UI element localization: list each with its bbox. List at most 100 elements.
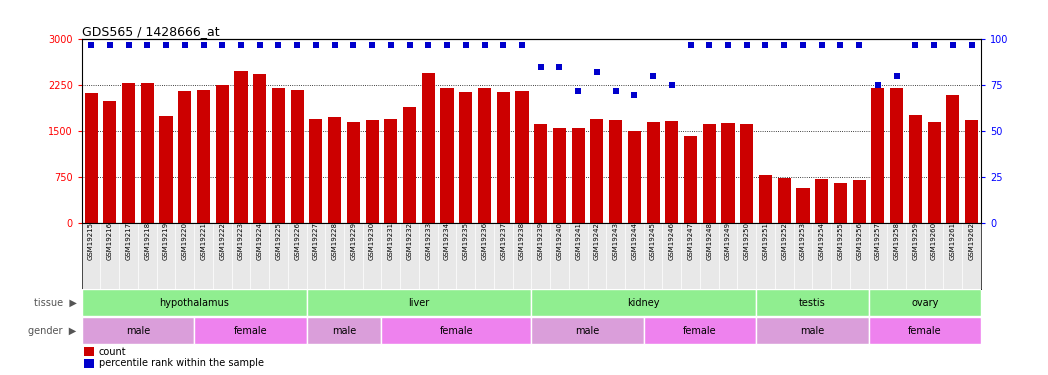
Point (907, 42, 923, 48)
Text: male: male (801, 326, 825, 336)
Point (514, 42, 530, 48)
Bar (778, 178, 791, 223)
Point (870, 82, 887, 88)
Point (589, 69, 606, 75)
Text: female: female (234, 326, 267, 336)
Bar (254, 74, 266, 223)
Text: female: female (683, 326, 717, 336)
Point (102, 42, 118, 48)
Bar (459, 92, 473, 223)
Bar (534, 124, 547, 223)
Point (457, 42, 474, 48)
Point (364, 42, 380, 48)
Bar (84, 359, 94, 368)
Bar (140, 83, 154, 223)
Text: tissue  ▶: tissue ▶ (34, 298, 77, 308)
Text: female: female (908, 326, 941, 336)
Bar (571, 128, 585, 223)
Bar (385, 119, 397, 223)
Bar (909, 116, 922, 223)
Point (682, 42, 699, 48)
Point (925, 42, 942, 48)
Point (645, 73, 661, 79)
Bar (381, 317, 531, 344)
Bar (759, 176, 772, 223)
Bar (82, 317, 194, 344)
Point (383, 42, 399, 48)
Point (889, 73, 905, 79)
Bar (531, 290, 757, 316)
Point (532, 64, 549, 70)
Bar (478, 88, 492, 223)
Bar (104, 100, 116, 223)
Bar (516, 91, 528, 223)
Bar (757, 290, 869, 316)
Bar (834, 183, 847, 223)
Bar (421, 73, 435, 223)
Text: female: female (439, 326, 474, 336)
Bar (178, 92, 192, 223)
Bar (497, 92, 509, 223)
Point (476, 42, 493, 48)
Bar (869, 317, 981, 344)
Point (121, 42, 137, 48)
Bar (197, 90, 210, 223)
Text: ovary: ovary (911, 298, 938, 308)
Point (570, 88, 587, 94)
Point (345, 42, 362, 48)
Bar (869, 290, 981, 316)
Point (776, 42, 792, 48)
Bar (553, 128, 566, 223)
Bar (890, 88, 903, 223)
Bar (815, 179, 828, 223)
Point (307, 42, 324, 48)
Bar (628, 130, 641, 223)
Point (420, 42, 437, 48)
Text: gender  ▶: gender ▶ (28, 326, 77, 336)
Bar (647, 122, 659, 223)
Point (832, 42, 849, 48)
Point (963, 42, 980, 48)
Point (233, 42, 249, 48)
Bar (684, 135, 697, 223)
Point (252, 42, 268, 48)
Point (270, 42, 287, 48)
Bar (965, 120, 978, 223)
Bar (306, 317, 381, 344)
Bar (946, 94, 959, 223)
Bar (757, 317, 869, 344)
Bar (531, 317, 643, 344)
Point (794, 42, 811, 48)
Point (439, 42, 456, 48)
Bar (271, 88, 285, 223)
Text: count: count (99, 346, 127, 357)
Point (401, 42, 418, 48)
Text: male: male (332, 326, 356, 336)
Bar (122, 84, 135, 223)
Point (944, 42, 961, 48)
Point (157, 42, 174, 48)
Bar (82, 290, 306, 316)
Point (139, 42, 156, 48)
Bar (366, 120, 378, 223)
Point (495, 42, 511, 48)
Bar (159, 116, 173, 223)
Bar (216, 85, 228, 223)
Bar (290, 90, 304, 223)
Point (214, 42, 231, 48)
Bar (85, 93, 97, 223)
Bar (347, 122, 359, 223)
Bar (306, 290, 531, 316)
Bar (328, 117, 342, 223)
Point (83, 42, 100, 48)
Text: kidney: kidney (628, 298, 660, 308)
Text: male: male (126, 326, 150, 336)
Point (626, 92, 642, 98)
Point (289, 42, 306, 48)
Text: male: male (575, 326, 599, 336)
Bar (590, 119, 604, 223)
Point (757, 42, 773, 48)
Bar (853, 180, 866, 223)
Point (326, 42, 343, 48)
Bar (665, 122, 678, 223)
